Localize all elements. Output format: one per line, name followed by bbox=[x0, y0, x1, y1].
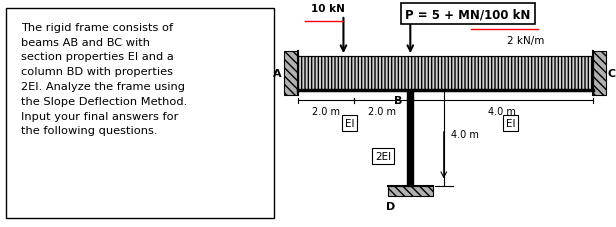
Bar bbox=[298, 57, 593, 91]
Bar bbox=[285, 52, 298, 95]
Text: D: D bbox=[386, 201, 395, 211]
Text: 10 kN: 10 kN bbox=[311, 4, 345, 14]
Text: 2.0 m: 2.0 m bbox=[312, 106, 340, 116]
Text: EI: EI bbox=[506, 119, 516, 129]
Text: C: C bbox=[608, 69, 616, 79]
Text: The rigid frame consists of
beams AB and BC with
section properties EI and a
col: The rigid frame consists of beams AB and… bbox=[22, 23, 187, 136]
Bar bbox=[593, 52, 606, 95]
Text: 2.0 m: 2.0 m bbox=[368, 106, 396, 116]
Bar bbox=[407, 91, 413, 186]
Text: A: A bbox=[273, 69, 282, 79]
Text: 2EI: 2EI bbox=[375, 152, 391, 162]
Text: P = 5 + MN/100 kN: P = 5 + MN/100 kN bbox=[405, 8, 531, 21]
Bar bbox=[387, 186, 433, 196]
Bar bbox=[6, 9, 274, 218]
Text: B: B bbox=[394, 95, 402, 105]
Text: 2 kN/m: 2 kN/m bbox=[507, 35, 545, 45]
Text: 4.0 m: 4.0 m bbox=[451, 129, 479, 139]
Text: EI: EI bbox=[345, 119, 354, 129]
Text: 4.0 m: 4.0 m bbox=[487, 106, 516, 116]
